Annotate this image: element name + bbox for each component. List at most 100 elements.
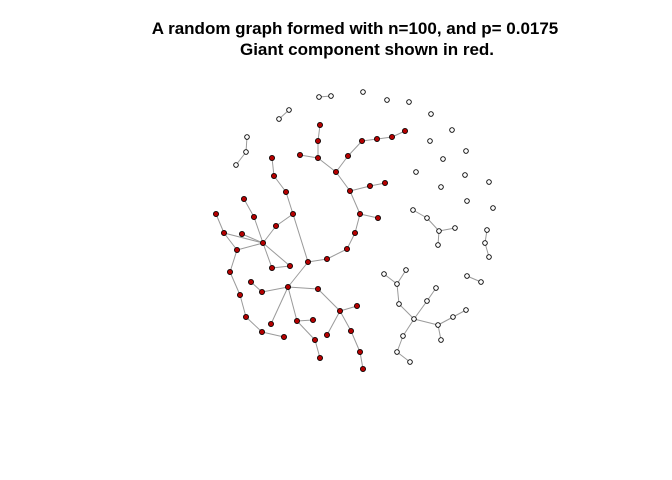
node-w24 [436, 228, 442, 234]
giant-node-g31 [353, 302, 360, 309]
giant-node-g44 [332, 168, 339, 175]
giant-node-g2 [220, 229, 227, 236]
edge-g9-g12 [239, 294, 247, 318]
edge-g17-g16 [287, 286, 298, 322]
node-w19 [244, 134, 250, 140]
edge-g19-g20 [275, 213, 294, 227]
edge-g20-g21 [285, 191, 294, 215]
edge-w36-w39 [402, 318, 415, 337]
giant-node-g19 [272, 222, 279, 229]
edge-g41-g42 [349, 185, 371, 192]
giant-node-g45 [314, 154, 321, 161]
giant-node-g32 [309, 316, 316, 323]
giant-node-g22 [268, 154, 275, 161]
node-w38 [433, 285, 439, 291]
edge-g39-g41 [349, 190, 361, 215]
edge-w36-w43 [413, 318, 439, 326]
edge-w23-w24 [426, 217, 440, 232]
node-w21 [233, 162, 239, 168]
giant-node-g12 [242, 313, 249, 320]
node-w6 [384, 97, 390, 103]
node-w8 [428, 111, 434, 117]
giant-node-g53 [401, 127, 408, 134]
node-w7 [406, 99, 412, 105]
edge-g36-g37 [326, 248, 348, 260]
node-w27 [484, 227, 490, 233]
giant-node-g41 [346, 187, 353, 194]
edge-g17-g26 [287, 286, 319, 290]
node-w9 [449, 127, 455, 133]
giant-node-g29 [356, 348, 363, 355]
edge-w36-w37 [413, 300, 428, 320]
edge-g7-g8 [229, 249, 238, 273]
giant-node-g14 [267, 320, 274, 327]
node-w16 [486, 179, 492, 185]
giant-node-g21 [282, 188, 289, 195]
giant-node-g10 [247, 278, 254, 285]
giant-node-g25 [286, 262, 293, 269]
node-w18 [490, 205, 496, 211]
edge-g6-g18 [262, 242, 273, 269]
edge-w33-w34 [396, 269, 407, 285]
node-w12 [463, 148, 469, 154]
edge-g4-g5 [243, 198, 255, 218]
node-w40 [394, 349, 400, 355]
edge-g16-g34 [296, 320, 316, 341]
node-w4 [286, 107, 292, 113]
edge-g1-g2 [215, 213, 225, 234]
node-w36 [411, 316, 417, 322]
edge-g44-g49 [335, 155, 349, 173]
node-w23 [424, 215, 430, 221]
edge-g17-g24 [287, 261, 309, 288]
giant-node-g15 [280, 333, 287, 340]
giant-node-g40 [374, 214, 381, 221]
node-w45 [463, 307, 469, 313]
giant-node-g38 [351, 229, 358, 236]
edge-g21-g23 [273, 175, 287, 193]
giant-node-g42 [366, 182, 373, 189]
node-w39 [400, 333, 406, 339]
node-w37 [424, 298, 430, 304]
giant-node-g46 [296, 151, 303, 158]
giant-node-g5 [250, 213, 257, 220]
node-w22 [410, 207, 416, 213]
giant-node-g50 [358, 137, 365, 144]
giant-node-g3 [238, 230, 245, 237]
edge-g6-g7 [236, 242, 264, 251]
edge-g2-g6 [223, 232, 264, 244]
giant-node-g33 [323, 331, 330, 338]
node-w41 [407, 359, 413, 365]
node-w32 [381, 271, 387, 277]
node-w10 [427, 138, 433, 144]
edge-g11-g17 [261, 286, 289, 293]
chart-title: A random graph formed with n=100, and p=… [0, 18, 672, 60]
edge-g26-g27 [317, 288, 341, 312]
node-w33 [394, 281, 400, 287]
giant-node-g34 [311, 336, 318, 343]
giant-node-g28 [347, 327, 354, 334]
edge-g13-g15 [261, 331, 285, 338]
giant-node-g16 [293, 317, 300, 324]
giant-node-g26 [314, 285, 321, 292]
edge-g5-g6 [253, 216, 264, 244]
node-w11 [440, 156, 446, 162]
edge-g39-g40 [359, 213, 379, 219]
giant-node-g8 [226, 268, 233, 275]
edge-g34-g35 [314, 339, 321, 359]
giant-node-g47 [314, 137, 321, 144]
giant-node-g39 [356, 210, 363, 217]
giant-node-g9 [236, 291, 243, 298]
node-w1 [360, 89, 366, 95]
giant-node-g27 [336, 307, 343, 314]
edge-g44-g45 [317, 157, 337, 173]
title-line-2: Giant component shown in red. [239, 40, 495, 59]
giant-node-g43 [381, 179, 388, 186]
edge-g12-g13 [245, 316, 263, 333]
giant-node-g11 [258, 288, 265, 295]
edge-g23-g22 [271, 157, 275, 177]
node-w17 [464, 198, 470, 204]
node-w44 [450, 314, 456, 320]
node-w26 [435, 242, 441, 248]
edge-g14-g17 [270, 286, 289, 325]
giant-node-g49 [344, 152, 351, 159]
